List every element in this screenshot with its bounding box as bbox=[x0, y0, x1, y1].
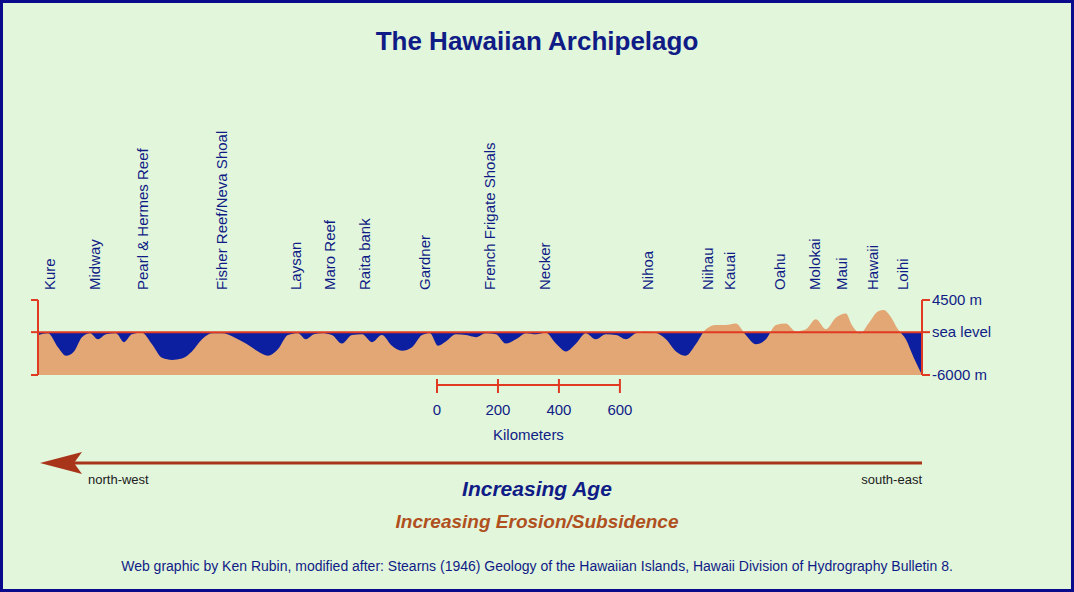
svg-text:The Hawaiian Archipelago: The Hawaiian Archipelago bbox=[376, 26, 699, 56]
svg-text:Increasing Erosion/Subsidence: Increasing Erosion/Subsidence bbox=[396, 511, 679, 532]
svg-text:Raita bank: Raita bank bbox=[356, 218, 373, 290]
svg-text:Laysan: Laysan bbox=[287, 242, 304, 290]
svg-text:Increasing Age: Increasing Age bbox=[462, 477, 612, 500]
svg-text:400: 400 bbox=[546, 401, 571, 418]
svg-text:Maro Reef: Maro Reef bbox=[321, 219, 338, 290]
svg-text:Midway: Midway bbox=[86, 239, 103, 290]
svg-text:north-west: north-west bbox=[88, 472, 149, 487]
svg-text:sea level: sea level bbox=[932, 323, 991, 340]
svg-text:south-east: south-east bbox=[861, 472, 922, 487]
svg-text:French Frigate Shoals: French Frigate Shoals bbox=[481, 142, 498, 290]
svg-text:Loihi: Loihi bbox=[894, 258, 911, 290]
svg-text:600: 600 bbox=[607, 401, 632, 418]
svg-text:Kauai: Kauai bbox=[721, 252, 738, 290]
svg-text:Niihau: Niihau bbox=[699, 247, 716, 290]
svg-text:Pearl & Hermes Reef: Pearl & Hermes Reef bbox=[134, 147, 151, 290]
svg-text:-6000 m: -6000 m bbox=[932, 366, 987, 383]
svg-text:Necker: Necker bbox=[536, 242, 553, 290]
svg-text:Gardner: Gardner bbox=[416, 235, 433, 290]
svg-text:Molokai: Molokai bbox=[806, 238, 823, 290]
svg-text:Kilometers: Kilometers bbox=[493, 426, 564, 443]
svg-text:Fisher Reef/Neva Shoal: Fisher Reef/Neva Shoal bbox=[213, 131, 230, 290]
svg-text:Web graphic by Ken Rubin, modi: Web graphic by Ken Rubin, modified after… bbox=[121, 558, 953, 574]
svg-text:Oahu: Oahu bbox=[771, 253, 788, 290]
svg-text:0: 0 bbox=[433, 401, 441, 418]
svg-text:Kure: Kure bbox=[41, 258, 58, 290]
svg-text:200: 200 bbox=[485, 401, 510, 418]
svg-text:4500 m: 4500 m bbox=[932, 291, 982, 308]
svg-text:Maui: Maui bbox=[833, 257, 850, 290]
svg-text:Nihoa: Nihoa bbox=[639, 250, 656, 290]
svg-text:Hawaii: Hawaii bbox=[864, 245, 881, 290]
